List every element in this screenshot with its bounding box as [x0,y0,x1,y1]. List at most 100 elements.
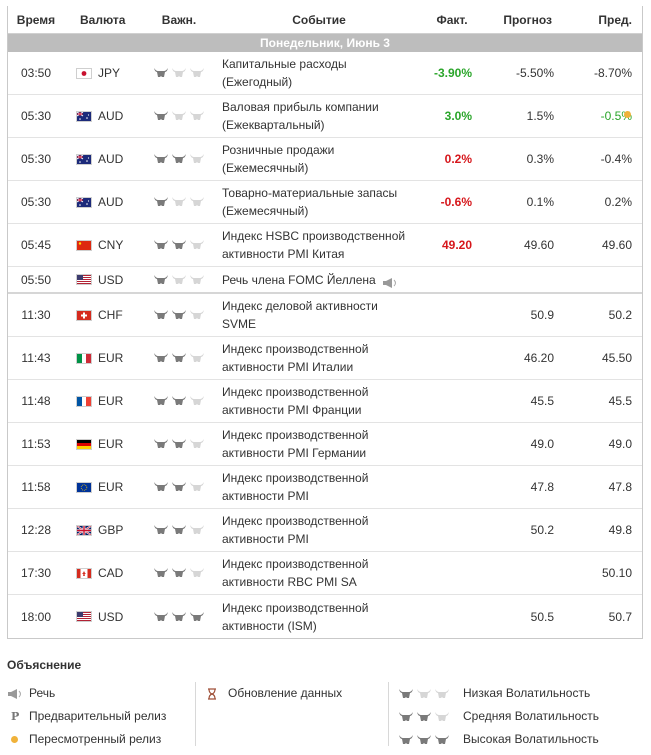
table-row[interactable]: 12:28 GBP Индекс производственной активност… [8,509,642,552]
importance-bulls-icon [144,395,214,407]
event-name[interactable]: Индекс производственной активности PMI [214,469,424,505]
event-previous: 50.7 [608,609,632,624]
event-name-line1: Валовая прибыль компании [222,100,379,114]
table-row[interactable]: 18:00 USD Индекс производственной активност… [8,595,642,638]
event-name[interactable]: Индекс производственной активности (ISM) [214,599,424,635]
bull-high-icon [399,734,463,746]
event-name[interactable]: Капитальные расходы (Ежегодный) [214,55,424,91]
event-name-line1: Индекс производственной [222,600,369,615]
table-row[interactable]: 11:43 EUR Индекс производственной активност… [8,337,642,380]
col-actual[interactable]: Факт. [436,12,468,27]
table-row[interactable]: 03:50 JPY Капитальные расходы (Ежегодный) -3… [8,52,642,95]
event-rows: 03:50 JPY Капитальные расходы (Ежегодный) -3… [8,52,642,638]
flag-cn-icon [76,239,92,251]
event-forecast: 50.2 [530,523,554,537]
flag-ch-icon [76,309,92,321]
event-name[interactable]: Индекс HSBC производственной активности P… [214,227,424,263]
event-actual: -3.90% [433,66,472,80]
table-row[interactable]: 05:30 AUD Валовая прибыль компании (Ежеквар… [8,95,642,138]
legend-high: Высокая Волатильность [399,728,599,751]
flag-it-icon [76,352,92,364]
event-name-line2: активности PMI Китая [222,247,345,261]
event-name[interactable]: Речь члена FOMC Йеллена [214,271,424,289]
currency-code: USD [98,272,124,287]
col-event[interactable]: Событие [292,12,346,27]
event-time: 11:53 [21,437,51,451]
importance-bulls-icon [144,567,214,579]
event-name-line1: Индекс производственной [222,514,369,528]
currency-code: AUD [98,195,124,209]
col-previous[interactable]: Пред. [598,12,632,27]
event-currency: CNY [64,238,144,252]
legend-preliminary: P Предварительный релиз [7,705,185,728]
table-row[interactable]: 05:30 AUD Товарно-материальные запасы (Ежем… [8,181,642,224]
legend-title: Объяснение [7,658,82,672]
revised-dot-icon [624,111,631,118]
currency-code: GBP [98,523,124,537]
event-name[interactable]: Индекс производственной активности PMI Ге… [214,426,424,462]
table-row[interactable]: 17:30 CAD Индекс производственной активност… [8,552,642,595]
table-row[interactable]: 05:30 AUD Розничные продажи (Ежемесячный) 0.… [8,138,642,181]
event-forecast: -5.50% [515,66,554,80]
table-row[interactable]: 11:58 EUR Индекс производственной активност… [8,466,642,509]
event-currency: AUD [64,109,144,123]
event-time: 11:48 [21,394,51,408]
event-name[interactable]: Индекс производственной активности PMI Ит… [214,340,424,376]
event-time: 17:30 [20,566,52,580]
event-name-line1: Индекс производственной [222,385,369,399]
currency-code: EUR [98,480,124,494]
day-header: Понедельник, Июнь 3 [8,34,642,52]
table-row[interactable]: 11:30 CHF Индекс деловой активности SVME 50.… [8,294,642,337]
event-name[interactable]: Валовая прибыль компании (Ежеквартальный) [214,98,424,134]
col-currency[interactable]: Валюта [80,12,126,27]
importance-bulls-icon [144,196,214,208]
flag-de-icon [76,438,92,450]
importance-bulls-icon [144,438,214,450]
event-time: 05:30 [20,109,52,123]
event-forecast: 0.3% [526,152,554,166]
bull-medium-icon [399,711,463,723]
table-row[interactable]: 11:48 EUR Индекс производственной активност… [8,380,642,423]
currency-code: CAD [98,566,124,580]
event-name-line2: (Ежемесячный) [222,204,309,218]
event-name-line1: Индекс деловой активности [222,299,378,313]
event-name[interactable]: Индекс производственной активности RBC PM… [214,555,424,591]
table-row[interactable]: 05:50 USD Речь члена FOMC Йеллена [8,267,642,294]
event-name-line2: активности PMI [222,532,309,546]
importance-bulls-icon [144,611,214,623]
event-forecast: 1.5% [526,109,554,123]
event-name-line1: Товарно-материальные запасы [222,186,398,200]
event-name[interactable]: Индекс производственной активности PMI [214,512,424,548]
table-row[interactable]: 05:45 CNY Индекс HSBC производственной акти… [8,224,642,267]
event-currency: USD [64,610,144,624]
event-name-line1: Розничные продажи [222,143,335,157]
event-time: 05:50 [20,272,52,287]
event-forecast: 0.1% [526,195,554,209]
col-importance[interactable]: Важн. [161,12,197,27]
event-previous: -8.70% [593,66,632,80]
importance-bulls-icon [144,153,214,165]
legend-update: Обновление данных [206,682,378,705]
legend-divider [195,682,196,746]
event-name[interactable]: Индекс производственной активности PMI Фр… [214,383,424,419]
event-currency: AUD [64,195,144,209]
event-forecast: 46.20 [523,351,554,365]
importance-bulls-icon [144,274,214,286]
table-row[interactable]: 11:53 EUR Индекс производственной активност… [8,423,642,466]
event-name[interactable]: Индекс деловой активности SVME [214,297,424,333]
event-currency: EUR [64,351,144,365]
event-name[interactable]: Розничные продажи (Ежемесячный) [214,141,424,177]
event-previous: -0.4% [600,152,632,166]
event-name-line2: активности RBC PMI SA [222,575,357,589]
event-previous: 50.2 [608,308,632,322]
event-previous: 45.5 [608,394,632,408]
event-name[interactable]: Товарно-материальные запасы (Ежемесячный) [214,184,424,220]
event-time: 05:45 [20,238,52,252]
event-currency: CAD [64,566,144,580]
flag-jp-icon [76,67,92,79]
col-forecast[interactable]: Прогноз [503,12,552,27]
event-currency: EUR [64,437,144,451]
event-actual: 49.20 [441,238,472,252]
col-time[interactable]: Время [16,12,56,27]
flag-gb-icon [76,524,92,536]
